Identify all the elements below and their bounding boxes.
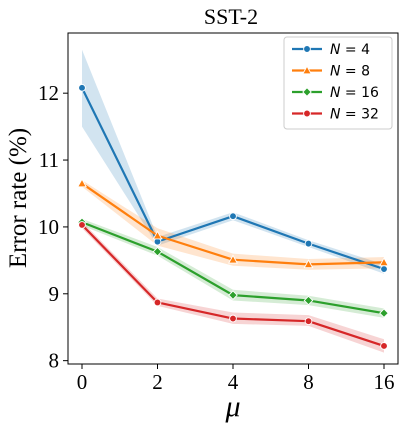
point-n-16 <box>303 295 314 306</box>
x-tick-label: 4 <box>228 370 239 394</box>
point-n-4 <box>304 239 313 248</box>
x-tick-label: 2 <box>152 370 163 394</box>
y-axis-label: Error rate (%) <box>5 128 32 268</box>
point-n-8 <box>228 254 238 264</box>
point-n-4 <box>380 265 388 273</box>
legend-label-n-4: N = 4 <box>330 42 370 58</box>
y-tick-label: 8 <box>49 349 60 373</box>
point-n-16 <box>379 308 389 319</box>
point-n-4 <box>229 212 237 221</box>
point-n-8 <box>303 259 314 269</box>
series-markers <box>77 83 389 350</box>
legend: N = 4 N = 8 N = 16 N = 32 <box>283 36 393 130</box>
point-n-32 <box>304 317 313 326</box>
legend-label-n-16: N = 16 <box>330 85 379 101</box>
x-tick-label: 0 <box>77 370 88 394</box>
legend-marker-n-32 <box>303 109 311 118</box>
point-n-8 <box>77 178 87 188</box>
legend-label-n-8: N = 8 <box>330 64 370 80</box>
point-n-16 <box>228 290 238 300</box>
y-axis: 8 9 10 11 12 <box>38 81 68 373</box>
point-n-8 <box>379 257 389 267</box>
point-n-8 <box>152 230 163 240</box>
point-n-4 <box>78 83 86 92</box>
point-n-32 <box>153 298 162 307</box>
y-tick-label: 10 <box>38 215 59 239</box>
legend-label-n-32: N = 32 <box>330 107 379 123</box>
point-n-32 <box>78 221 86 229</box>
legend-marker-n-4 <box>303 45 311 53</box>
x-tick-label: 8 <box>303 370 314 394</box>
point-n-16 <box>152 246 163 257</box>
y-tick-label: 11 <box>39 148 59 172</box>
legend-marker-n-8 <box>302 65 312 75</box>
point-n-32 <box>380 342 388 350</box>
x-axis: 0 2 4 8 16 <box>77 364 395 394</box>
x-axis-label: μ <box>224 390 240 423</box>
chart-title: SST-2 <box>204 4 258 29</box>
x-tick-label: 16 <box>374 370 395 394</box>
legend-marker-n-16 <box>302 87 312 97</box>
y-tick-label: 9 <box>49 282 60 306</box>
point-n-32 <box>229 314 237 323</box>
legend-box <box>283 36 393 130</box>
y-tick-label: 12 <box>38 81 59 105</box>
